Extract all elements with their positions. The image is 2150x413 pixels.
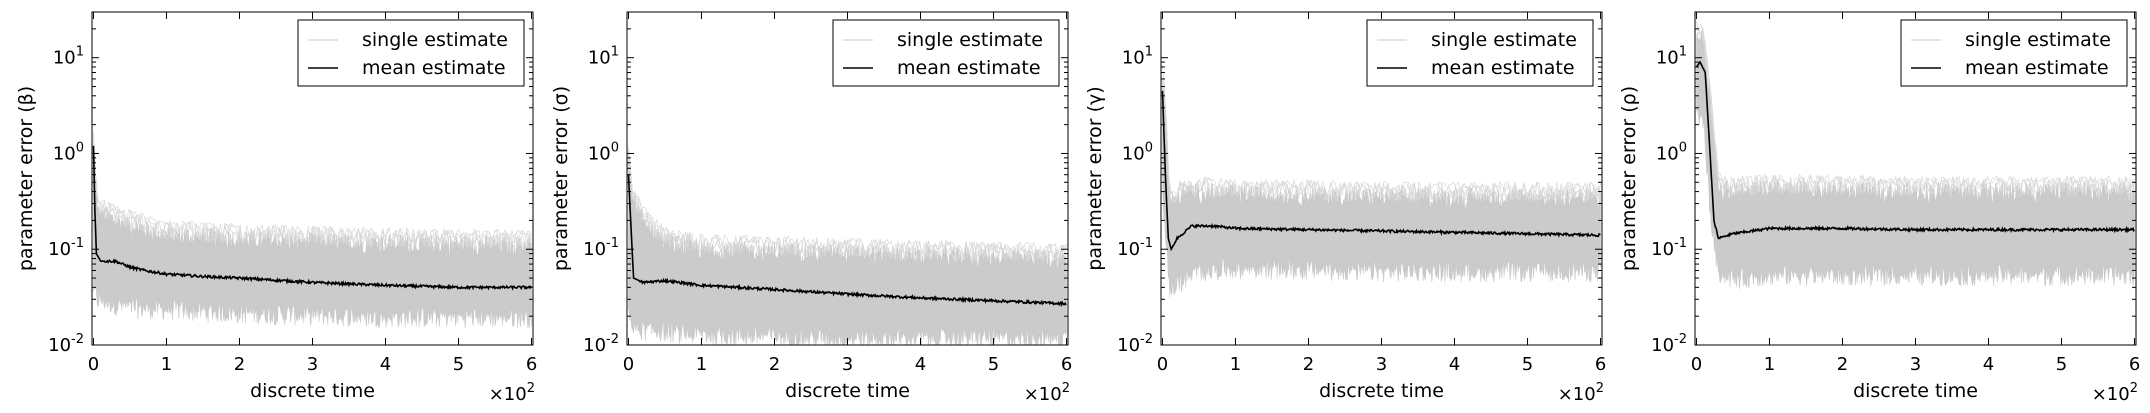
- x-tick-label: 4: [380, 354, 391, 375]
- x-tick-label: 4: [915, 354, 926, 375]
- x-tick-label: 5: [2056, 354, 2067, 375]
- x-tick-label: 4: [1449, 354, 1460, 375]
- x-axis-label: discrete time: [1319, 380, 1444, 402]
- x-tick-label: 0: [1691, 354, 1702, 375]
- y-tick-label: 101: [1656, 45, 1687, 69]
- plot-area: [1695, 20, 2136, 289]
- x-tick-label: 1: [161, 354, 172, 375]
- x-multiplier: ×102: [2092, 381, 2138, 405]
- single-estimate-trace: [1162, 77, 1601, 204]
- legend: single estimate mean estimate: [1900, 19, 2128, 87]
- y-tick-label: 101: [588, 45, 619, 69]
- y-axis-label: parameter error (γ): [1084, 86, 1106, 270]
- chart-panel-1: 0 1 2 3 4 5 6 10-2 10-1 100 101 discrete time parame…: [15, 11, 537, 405]
- y-tick-label: 10-2: [1651, 332, 1687, 356]
- y-axis-label: parameter error (ρ): [1618, 86, 1640, 271]
- x-tick-label: 3: [842, 354, 853, 375]
- x-tick-label: 4: [1983, 354, 1994, 375]
- legend-box: [1900, 19, 2128, 87]
- legend-label-mean-estimate: mean estimate: [1431, 57, 1575, 79]
- legend: single estimate mean estimate: [297, 19, 525, 87]
- y-tick-label: 100: [1656, 140, 1687, 164]
- plot-area: [92, 131, 533, 329]
- x-tick-label: 2: [234, 354, 245, 375]
- legend-label-mean-estimate: mean estimate: [1965, 57, 2109, 79]
- legend-box: [1366, 19, 1594, 87]
- single-estimate-trace: [93, 134, 532, 249]
- y-tick-label: 10-2: [583, 332, 619, 356]
- x-tick-label: 0: [88, 354, 99, 375]
- single-estimate-trace: [1696, 20, 2135, 196]
- plot-area: [1161, 64, 1601, 298]
- single-estimate-band: [1162, 79, 1601, 298]
- y-tick-label: 10-1: [1117, 236, 1153, 260]
- x-tick-label: 0: [623, 354, 634, 375]
- y-tick-label: 10-2: [1117, 332, 1153, 356]
- x-tick-label: 3: [307, 354, 318, 375]
- x-tick-label: 3: [1910, 354, 1921, 375]
- legend-label-mean-estimate: mean estimate: [362, 57, 506, 79]
- single-estimate-trace: [1162, 77, 1601, 203]
- x-tick-label: 1: [1230, 354, 1241, 375]
- mean-estimate-line: [92, 145, 533, 291]
- mean-estimate-line: [1695, 60, 2136, 240]
- plot-area: [627, 146, 1067, 345]
- x-tick-label: 6: [1061, 354, 1072, 375]
- x-tick-label: 3: [1376, 354, 1387, 375]
- y-tick-label: 101: [53, 45, 84, 69]
- x-tick-label: 6: [1595, 354, 1606, 375]
- legend-label-single-estimate: single estimate: [1431, 29, 1577, 51]
- single-estimate-trace: [1162, 64, 1601, 202]
- y-axis-label: parameter error (σ): [550, 86, 572, 271]
- single-estimate-band: [1696, 29, 2135, 289]
- single-estimate-trace: [1162, 79, 1601, 204]
- chart-panel-2: 0 1 2 3 4 5 6 10-2 10-1 100 101 discrete time parame…: [550, 11, 1072, 405]
- single-estimate-trace: [1696, 21, 2135, 197]
- x-tick-label: 6: [2129, 354, 2140, 375]
- legend-label-single-estimate: single estimate: [362, 29, 508, 51]
- legend: single estimate mean estimate: [832, 19, 1060, 87]
- single-estimate-trace: [628, 153, 1067, 263]
- chart-panel-4: 0 1 2 3 4 5 6 10-2 10-1 100 101 discrete time parame…: [1618, 11, 2140, 405]
- x-tick-label: 5: [453, 354, 464, 375]
- legend-label-single-estimate: single estimate: [1965, 29, 2111, 51]
- legend-label-single-estimate: single estimate: [897, 29, 1043, 51]
- y-tick-label: 10-2: [48, 332, 84, 356]
- y-tick-label: 100: [588, 140, 619, 164]
- x-tick-label: 2: [1303, 354, 1314, 375]
- x-tick-label: 1: [696, 354, 707, 375]
- single-estimate-trace: [628, 155, 1067, 263]
- legend: single estimate mean estimate: [1366, 19, 1594, 87]
- x-multiplier: ×102: [1558, 381, 1604, 405]
- x-axis-label: discrete time: [785, 380, 910, 402]
- single-estimate-trace: [93, 148, 532, 249]
- y-tick-label: 10-1: [583, 236, 619, 260]
- x-tick-label: 1: [1764, 354, 1775, 375]
- x-tick-label: 2: [1837, 354, 1848, 375]
- single-estimate-band: [93, 142, 532, 329]
- y-tick-label: 10-1: [48, 236, 84, 260]
- y-tick-label: 100: [1122, 140, 1153, 164]
- y-tick-label: 10-1: [1651, 236, 1687, 260]
- y-tick-label: 101: [1122, 45, 1153, 69]
- x-multiplier: ×102: [1024, 381, 1070, 405]
- x-multiplier: ×102: [489, 381, 535, 405]
- single-estimate-band: [628, 149, 1067, 345]
- legend-label-mean-estimate: mean estimate: [897, 57, 1041, 79]
- legend-box: [297, 19, 525, 87]
- mean-estimate-line: [1161, 90, 1601, 252]
- x-axis-label: discrete time: [250, 380, 375, 402]
- x-tick-label: 5: [988, 354, 999, 375]
- x-tick-label: 6: [526, 354, 537, 375]
- y-tick-label: 100: [53, 140, 84, 164]
- legend-box: [832, 19, 1060, 87]
- x-tick-label: 2: [769, 354, 780, 375]
- x-tick-label: 0: [1157, 354, 1168, 375]
- chart-panel-3: 0 1 2 3 4 5 6 10-2 10-1 100 101 discrete time parame…: [1084, 11, 1606, 405]
- mean-estimate-line: [627, 174, 1067, 308]
- x-tick-label: 5: [1522, 354, 1533, 375]
- y-axis-label: parameter error (β): [15, 86, 37, 271]
- x-axis-label: discrete time: [1853, 380, 1978, 402]
